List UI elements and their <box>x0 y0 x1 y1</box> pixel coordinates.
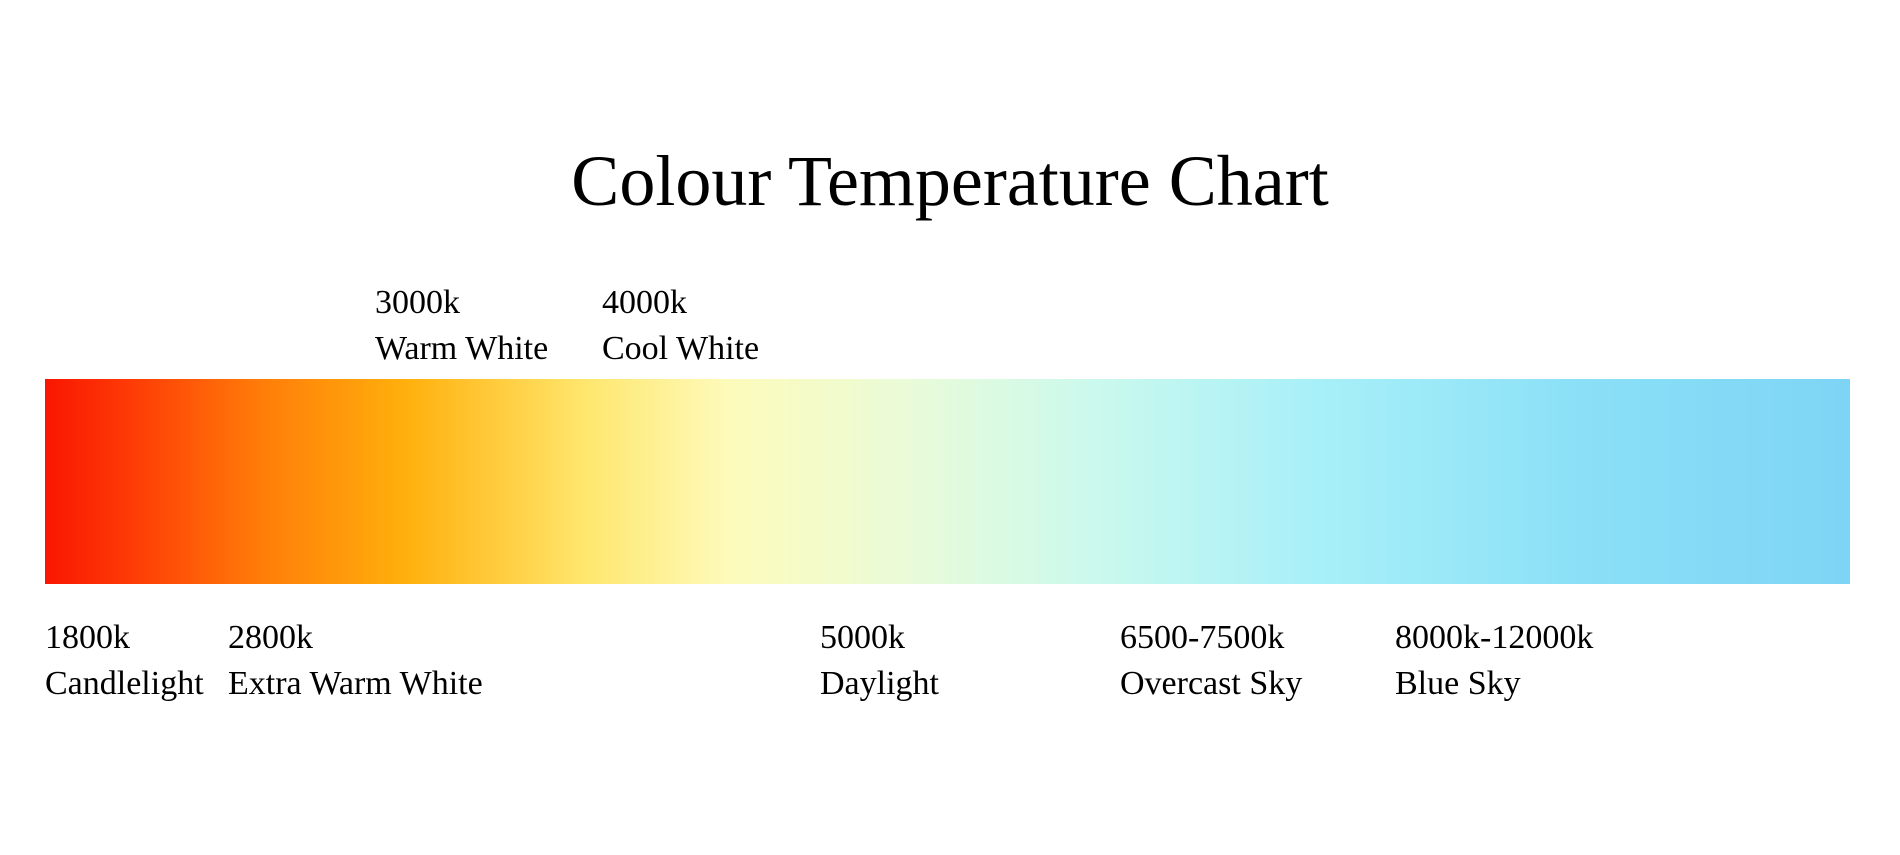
label-3000k: 3000k Warm White <box>375 280 548 372</box>
label-6500-7500k-name: Overcast Sky <box>1120 661 1302 707</box>
label-1800k-name: Candlelight <box>45 661 204 707</box>
label-8000-12000k-name: Blue Sky <box>1395 661 1593 707</box>
label-1800k: 1800k Candlelight <box>45 615 204 707</box>
label-4000k-temp: 4000k <box>602 280 759 326</box>
label-1800k-temp: 1800k <box>45 615 204 661</box>
chart-title: Colour Temperature Chart <box>0 140 1900 223</box>
label-2800k-name: Extra Warm White <box>228 661 483 707</box>
label-5000k-name: Daylight <box>820 661 939 707</box>
label-6500-7500k: 6500-7500k Overcast Sky <box>1120 615 1302 707</box>
label-5000k-temp: 5000k <box>820 615 939 661</box>
label-4000k: 4000k Cool White <box>602 280 759 372</box>
label-4000k-name: Cool White <box>602 326 759 372</box>
label-3000k-name: Warm White <box>375 326 548 372</box>
label-8000-12000k-temp: 8000k-12000k <box>1395 615 1593 661</box>
label-3000k-temp: 3000k <box>375 280 548 326</box>
label-5000k: 5000k Daylight <box>820 615 939 707</box>
label-2800k-temp: 2800k <box>228 615 483 661</box>
color-temperature-spectrum <box>45 379 1850 584</box>
label-8000-12000k: 8000k-12000k Blue Sky <box>1395 615 1593 707</box>
label-2800k: 2800k Extra Warm White <box>228 615 483 707</box>
label-6500-7500k-temp: 6500-7500k <box>1120 615 1302 661</box>
